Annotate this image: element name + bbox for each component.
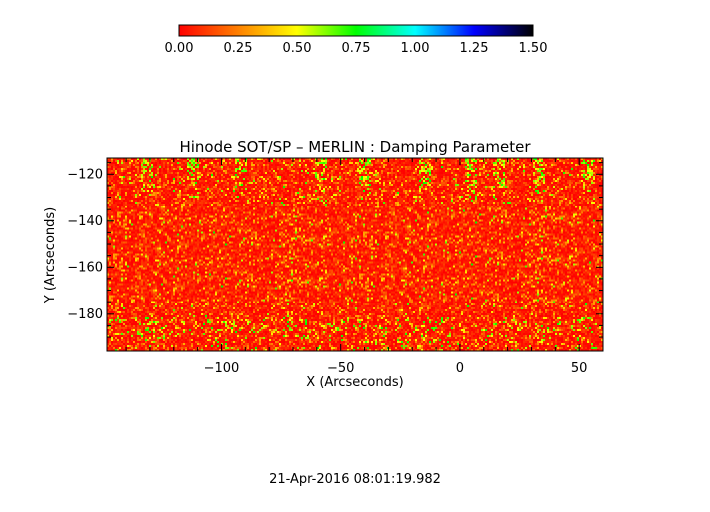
colorbar-ticks: 0.00 0.25 0.50 0.75 1.00 1.25 1.50 bbox=[165, 41, 548, 56]
timestamp: 21-Apr-2016 08:01:19.982 bbox=[269, 472, 441, 487]
colorbar-tick-label: 0.50 bbox=[283, 41, 312, 56]
heatmap-raster bbox=[107, 158, 603, 351]
colorbar-tick-label: 0.75 bbox=[342, 41, 371, 56]
x-axis: −100 −50 0 50 bbox=[125, 158, 604, 376]
x-tick-label: −100 bbox=[204, 361, 240, 376]
x-tick-label: 50 bbox=[571, 361, 588, 376]
colorbar-tick-label: 1.50 bbox=[519, 41, 548, 56]
colorbar-tick-label: 1.25 bbox=[460, 41, 489, 56]
x-tick-label: −50 bbox=[327, 361, 354, 376]
y-axis-label: Y (Arcseconds) bbox=[43, 207, 58, 304]
colorbar-gradient bbox=[178, 24, 534, 37]
y-tick-label: −160 bbox=[67, 260, 103, 275]
y-tick-label: −140 bbox=[67, 214, 103, 229]
colorbar-tick-label: 0.00 bbox=[165, 41, 194, 56]
plot-frame bbox=[106, 157, 604, 352]
y-axis: −180 −160 −140 −120 bbox=[67, 162, 603, 338]
x-tick-label: 0 bbox=[456, 361, 464, 376]
colorbar-tick-label: 0.25 bbox=[224, 41, 253, 56]
colorbar: 0.00 0.25 0.50 0.75 1.00 1.25 1.50 bbox=[165, 24, 548, 56]
x-axis-label: X (Arcseconds) bbox=[306, 375, 403, 390]
y-tick-label: −120 bbox=[67, 167, 103, 182]
heatmap-image bbox=[107, 158, 603, 351]
chart-title: Hinode SOT/SP – MERLIN : Damping Paramet… bbox=[179, 138, 531, 156]
y-tick-label: −180 bbox=[67, 307, 103, 322]
colorbar-tick-label: 1.00 bbox=[401, 41, 430, 56]
